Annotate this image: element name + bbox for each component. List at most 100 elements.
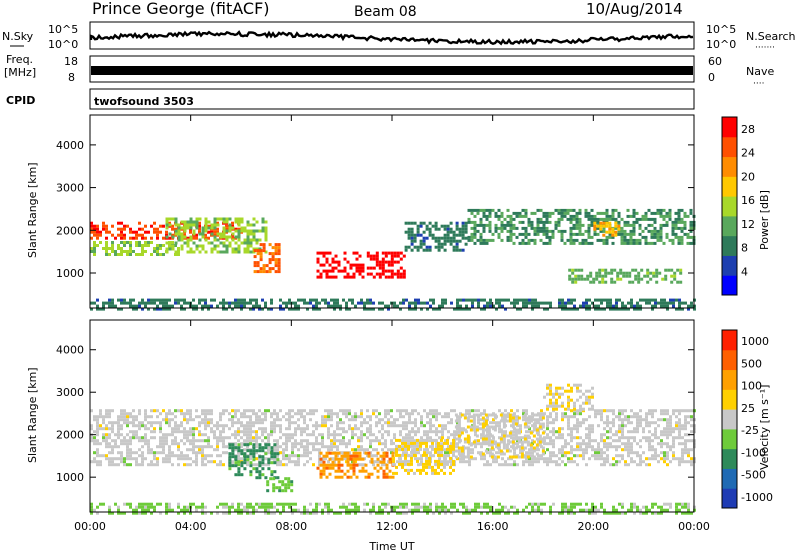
heatmap-cell (253, 236, 256, 239)
heatmap-cell (256, 239, 259, 242)
heatmap-cell (636, 221, 639, 224)
heatmap-cell (639, 424, 642, 427)
heatmap-cell (503, 420, 506, 423)
heatmap-cell (96, 460, 99, 463)
heatmap-cell (372, 412, 375, 415)
heatmap-cell (264, 412, 267, 415)
heatmap-cell (459, 234, 462, 237)
heatmap-cell (461, 453, 464, 456)
heatmap-cell (353, 458, 356, 461)
heatmap-cell (195, 457, 198, 460)
heatmap-cell (573, 242, 576, 245)
heatmap-cell (672, 439, 675, 442)
heatmap-cell (468, 299, 471, 302)
heatmap-cell (282, 509, 285, 512)
heatmap-cell (272, 246, 275, 249)
heatmap-cell (323, 470, 326, 473)
heatmap-cell (201, 409, 204, 412)
heatmap-cell (330, 448, 333, 451)
heatmap-cell (594, 305, 597, 308)
heatmap-cell (380, 461, 383, 464)
heatmap-cell (636, 427, 639, 430)
heatmap-cell (174, 430, 177, 433)
heatmap-cell (243, 509, 246, 512)
heatmap-cell (391, 252, 394, 255)
heatmap-cell (533, 441, 536, 444)
heatmap-cell (504, 506, 507, 509)
heatmap-cell (405, 451, 408, 454)
heatmap-cell (495, 451, 498, 454)
heatmap-cell (435, 430, 438, 433)
heatmap-cell (229, 224, 232, 227)
heatmap-cell (672, 436, 675, 439)
heatmap-cell (332, 464, 335, 467)
heatmap-cell (564, 305, 567, 308)
heatmap-cell (458, 423, 461, 426)
heatmap-cell (417, 246, 420, 249)
heatmap-cell (468, 412, 471, 415)
heatmap-cell (438, 240, 441, 243)
heatmap-cell (455, 432, 458, 435)
heatmap-cell (132, 418, 135, 421)
heatmap-cell (282, 451, 285, 454)
heatmap-cell (231, 443, 234, 446)
heatmap-cell (306, 509, 309, 512)
heatmap-cell (99, 427, 102, 430)
heatmap-cell (609, 463, 612, 466)
heatmap-cell (272, 483, 275, 486)
heatmap-cell (423, 302, 426, 305)
heatmap-cell (404, 469, 407, 472)
heatmap-cell (258, 446, 261, 449)
heatmap-cell (393, 436, 396, 439)
heatmap-cell (315, 439, 318, 442)
heatmap-cell (234, 299, 237, 302)
heatmap-cell (168, 433, 171, 436)
heatmap-cell (189, 442, 192, 445)
heatmap-cell (561, 236, 564, 239)
heatmap-cell (162, 442, 165, 445)
heatmap-cell (330, 409, 333, 412)
heatmap-cell (411, 249, 414, 252)
heatmap-cell (326, 261, 329, 264)
heatmap-cell (144, 439, 147, 442)
heatmap-cell (524, 414, 527, 417)
heatmap-cell (440, 439, 443, 442)
heatmap-cell (278, 246, 281, 249)
heatmap-cell (330, 418, 333, 421)
heatmap-cell (525, 409, 528, 412)
heatmap-cell (193, 251, 196, 254)
heatmap-cell (369, 418, 372, 421)
heatmap-cell (444, 415, 447, 418)
heatmap-cell (153, 506, 156, 509)
heatmap-cell (489, 227, 492, 230)
heatmap-cell (270, 473, 273, 476)
heatmap-cell (561, 451, 564, 454)
heatmap-cell (237, 443, 240, 446)
heatmap-cell (126, 421, 129, 424)
heatmap-cell (492, 209, 495, 212)
heatmap-cell (423, 506, 426, 509)
heatmap-cell (186, 430, 189, 433)
heatmap-cell (480, 224, 483, 227)
heatmap-cell (338, 476, 341, 479)
heatmap-cell (422, 439, 425, 442)
heatmap-cell (567, 427, 570, 430)
heatmap-cell (549, 460, 552, 463)
heatmap-cell (225, 409, 228, 412)
heatmap-cell (347, 476, 350, 479)
heatmap-cell (255, 302, 258, 305)
heatmap-cell (138, 244, 141, 247)
heatmap-cell (597, 218, 600, 221)
heatmap-cell (621, 412, 624, 415)
heatmap-cell (464, 414, 467, 417)
heatmap-cell (426, 225, 429, 228)
heatmap-cell (120, 250, 123, 253)
heatmap-cell (273, 452, 276, 455)
heatmap-cell (611, 228, 614, 231)
heatmap-cell (441, 506, 444, 509)
heatmap-cell (117, 457, 120, 460)
heatmap-cell (392, 463, 395, 466)
heatmap-cell (329, 264, 332, 267)
heatmap-cell (603, 457, 606, 460)
heatmap-cell (258, 449, 261, 452)
